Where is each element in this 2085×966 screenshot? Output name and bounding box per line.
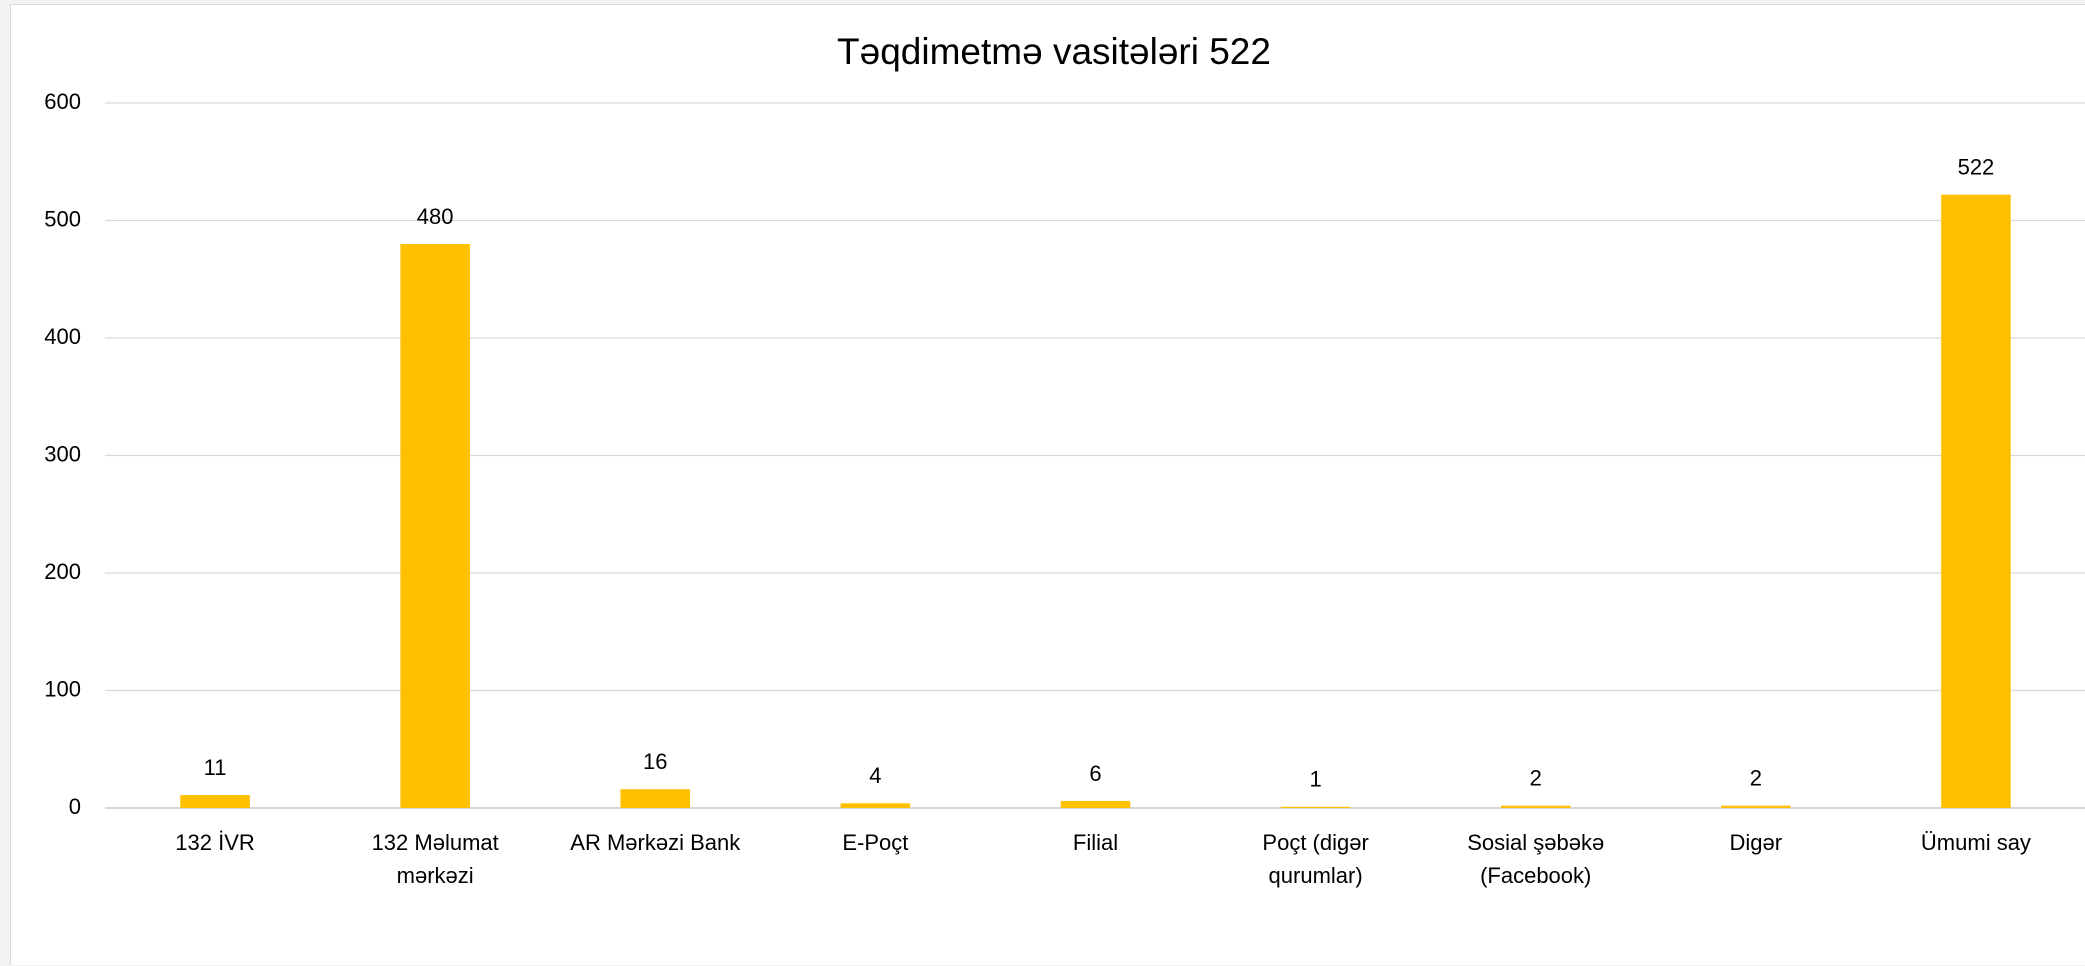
y-tick-label: 500 — [44, 206, 81, 231]
chart-title: Təqdimetmə vasitələri 522 — [837, 31, 1271, 72]
chart: Təqdimetmə vasitələri 522 0 100 200 300 400 5… — [44, 31, 2085, 819]
bar — [1060, 800, 1131, 808]
x-tick-label: Sosial şəbəkə (Facebook) — [1467, 830, 1605, 888]
x-tick-label: 132 Məlumat mərkəzi — [371, 830, 499, 888]
bar — [840, 803, 911, 808]
x-tick-label: Digər — [1729, 830, 1783, 855]
data-label: 2 — [1530, 765, 1542, 790]
y-tick-label: 600 — [44, 89, 81, 114]
x-tick-label: AR Mərkəzi Bank — [570, 830, 741, 855]
data-label: 11 — [204, 755, 227, 780]
data-label: 16 — [643, 749, 667, 774]
bar — [1941, 194, 2011, 808]
bar — [1500, 805, 1571, 808]
bar — [620, 789, 691, 808]
x-tick-label: 132 İVR — [175, 830, 255, 855]
y-tick-label: 400 — [44, 324, 81, 349]
data-label: 2 — [1750, 765, 1762, 790]
data-label: 6 — [1089, 761, 1101, 786]
y-tick-label: 0 — [69, 794, 81, 819]
x-tick-label: Poçt (digər qurumlar) — [1262, 830, 1369, 888]
x-tick-label: Ümumi say — [1920, 830, 2031, 855]
data-label: 522 — [1958, 154, 1995, 179]
y-tick-label: 300 — [44, 441, 81, 466]
bar — [400, 244, 470, 808]
data-label: 480 — [417, 204, 454, 229]
chart-frame: Təqdimetmə vasitələri 522 0 100 200 300 400 5… — [10, 4, 2085, 965]
bar — [1280, 806, 1351, 808]
data-label: 4 — [869, 763, 881, 788]
bar — [1721, 805, 1791, 808]
y-tick-label: 200 — [44, 559, 81, 584]
data-label: 1 — [1309, 767, 1321, 792]
x-tick-label: E-Poçt — [842, 830, 909, 855]
x-tick-label: Filial — [1072, 830, 1119, 855]
bar — [180, 795, 250, 808]
y-tick-label: 100 — [44, 676, 81, 701]
